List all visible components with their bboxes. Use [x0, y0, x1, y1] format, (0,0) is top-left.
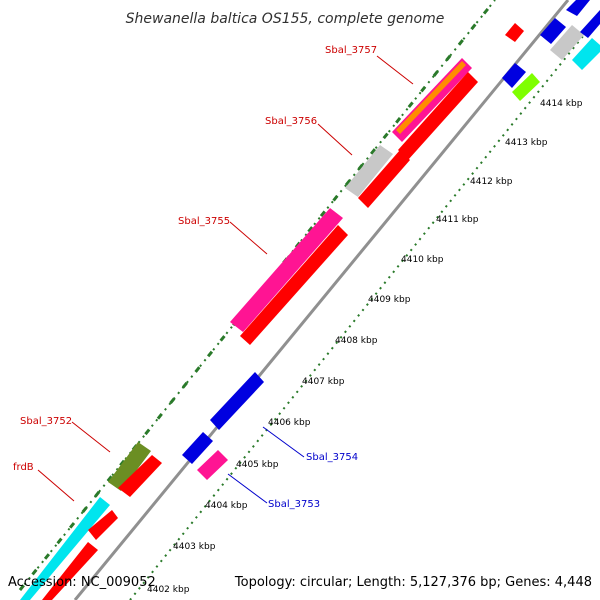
outer-features: [20, 0, 600, 600]
gene-orange-sbal-3757: [396, 61, 466, 134]
scale-label-4412: 4412 kbp: [470, 177, 513, 187]
map-title: Shewanella baltica OS155, complete genom…: [126, 11, 445, 27]
scale-label-4409: 4409 kbp: [368, 295, 411, 305]
leader-sbal-3752: [71, 421, 111, 453]
gene-red-top: [505, 23, 524, 42]
label-sbal-3757: Sbal_3757: [325, 45, 377, 56]
genome-backbone: [73, 0, 570, 600]
accession-text: Accession: NC_009052: [8, 575, 156, 590]
leader-sbal-3753: [227, 473, 268, 504]
label-sbal-3753: Sbal_3753: [268, 499, 320, 510]
gene-cyan-top: [572, 38, 600, 70]
cds-red-frdb: [118, 455, 162, 497]
cds-red-1: [42, 542, 98, 600]
label-frdb: frdB: [13, 462, 34, 473]
inner-features: [182, 63, 540, 480]
leader-frdb: [37, 469, 75, 502]
gene-blue-right: [502, 63, 526, 88]
scale-label-4406: 4406 kbp: [268, 418, 311, 428]
gene-grey-sbal-3756: [345, 145, 393, 197]
leader-sbal-3756: [317, 123, 353, 156]
scale-label-4404: 4404 kbp: [205, 501, 248, 511]
cds-red-2: [88, 510, 118, 540]
scale-label-4405: 4405 kbp: [236, 460, 279, 470]
leader-sbal-3755: [229, 221, 268, 255]
forward-cds-lane: [42, 72, 478, 600]
scale-label-4414: 4414 kbp: [540, 99, 583, 109]
gene-pink-sbal-3755: [230, 208, 343, 332]
label-sbal-3754: Sbal_3754: [306, 452, 358, 463]
inner-dot-track: [129, 14, 600, 600]
label-sbal-3755: Sbal_3755: [178, 216, 230, 227]
gene-lime-right: [512, 73, 540, 101]
scale-label-4411: 4411 kbp: [436, 215, 479, 225]
gene-blue-left: [182, 432, 213, 464]
scale-label-4402: 4402 kbp: [147, 585, 190, 595]
scale-label-4403: 4403 kbp: [173, 542, 216, 552]
label-sbal-3756: Sbal_3756: [265, 116, 317, 127]
cds-red-sbal-3756: [358, 150, 410, 208]
cds-red-sbal-3757: [398, 72, 478, 160]
gene-blue-top-2: [566, 0, 590, 16]
gene-grey-top: [550, 25, 584, 60]
cds-red-sbal-3755: [240, 225, 348, 345]
gene-olive-sbal-3752: [108, 442, 151, 491]
scale-label-4413: 4413 kbp: [505, 138, 548, 148]
scale-label-4410: 4410 kbp: [401, 255, 444, 265]
label-sbal-3752: Sbal_3752: [20, 416, 72, 427]
gene-blue-top-1: [540, 18, 566, 44]
scale-label-4408: 4408 kbp: [335, 336, 378, 346]
gene-blue-sbal-3754: [210, 372, 264, 430]
gene-cyan-1: [20, 497, 110, 600]
leader-sbal-3754: [262, 426, 305, 458]
leader-sbal-3757: [376, 55, 414, 85]
summary-text: Topology: circular; Length: 5,127,376 bp…: [234, 575, 592, 590]
gene-pink-sbal-3753: [197, 450, 228, 480]
gene-blue-top-3: [580, 10, 600, 38]
scale-label-4407: 4407 kbp: [302, 377, 345, 387]
